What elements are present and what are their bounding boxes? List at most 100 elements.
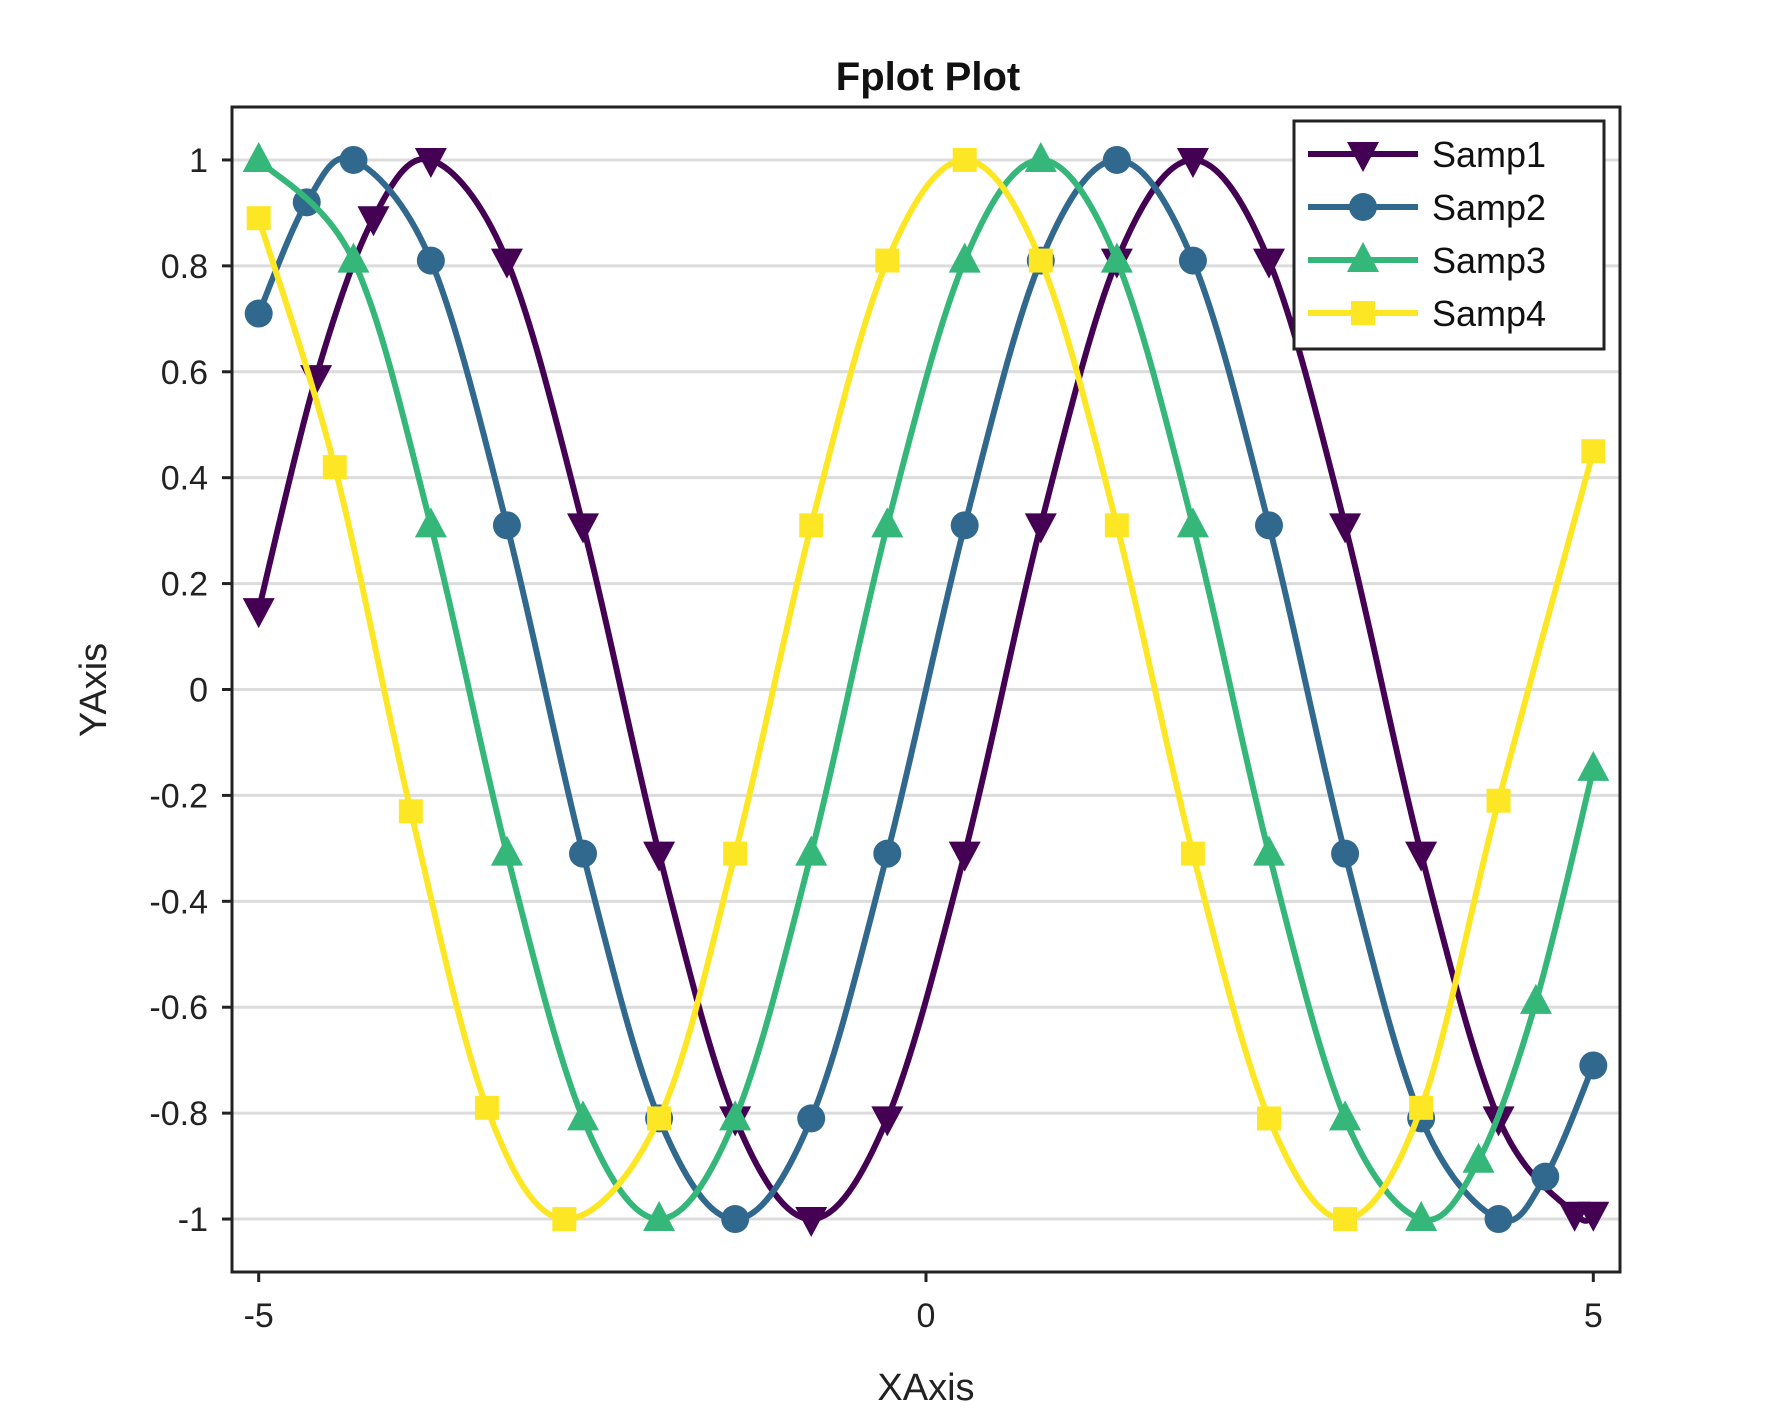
data-point [552, 1207, 577, 1232]
data-point [490, 248, 523, 279]
data-point [337, 242, 370, 273]
data-point [414, 147, 447, 178]
data-point [1100, 242, 1133, 273]
x-tick-label: 0 [917, 1297, 936, 1335]
legend-label: Samp2 [1432, 187, 1546, 228]
data-point [871, 1106, 904, 1137]
legend-label: Samp1 [1432, 134, 1546, 175]
y-tick-label: 0.2 [161, 566, 208, 604]
legend-item: Samp3 [1308, 240, 1546, 281]
data-point [474, 1095, 499, 1120]
y-tick-label: 0.6 [161, 354, 208, 392]
data-point [1329, 513, 1362, 544]
data-point [795, 835, 828, 866]
data-point [567, 1100, 600, 1131]
data-point [357, 206, 390, 237]
data-point [1333, 1207, 1358, 1232]
data-point [721, 1205, 750, 1234]
data-point [647, 1106, 672, 1131]
y-tick-label: -0.6 [149, 989, 208, 1027]
data-point [242, 598, 275, 629]
legend-marker [1347, 142, 1379, 172]
data-point [1024, 513, 1057, 544]
legend-item: Samp2 [1308, 187, 1546, 228]
data-point [1176, 507, 1209, 538]
legend-label: Samp3 [1432, 240, 1546, 281]
data-point [244, 299, 273, 328]
plot-series [242, 141, 1610, 1238]
data-point [1484, 1205, 1513, 1234]
data-point [871, 507, 904, 538]
data-point [339, 145, 368, 174]
data-point [952, 147, 977, 172]
data-point [1409, 1095, 1434, 1120]
data-point [1024, 141, 1057, 172]
data-point [242, 141, 275, 172]
data-point [643, 841, 676, 872]
data-point [1486, 788, 1511, 813]
data-point [1176, 147, 1209, 178]
legend-item: Samp1 [1308, 134, 1546, 175]
legend: Samp1 Samp2 Samp3 Samp4 [1292, 119, 1606, 351]
legend-marker [1349, 193, 1377, 221]
data-point [398, 799, 423, 824]
data-point [875, 248, 900, 273]
data-point [1519, 983, 1552, 1014]
legend-marker [1347, 242, 1379, 272]
data-point [948, 841, 981, 872]
legend-marker [1351, 301, 1375, 325]
data-point [1462, 1142, 1495, 1173]
data-point [569, 839, 598, 868]
y-tick-label: -0.2 [149, 777, 208, 815]
y-tick-label: -1 [178, 1201, 208, 1239]
data-point [1178, 246, 1207, 275]
x-axis-ticks: -5 0 5 [244, 1272, 1603, 1335]
data-point [492, 511, 521, 540]
series-line [255, 156, 1597, 1223]
data-point [1102, 145, 1131, 174]
data-point [1180, 841, 1205, 866]
data-point [948, 242, 981, 273]
data-point [873, 839, 902, 868]
y-tick-label: 0 [189, 672, 208, 710]
data-point [797, 1104, 826, 1133]
y-axis-title: YAxis [73, 643, 115, 737]
data-point [723, 841, 748, 866]
y-tick-label: 0.8 [161, 248, 208, 286]
series-line [255, 155, 1597, 1224]
data-point [1252, 248, 1285, 279]
data-point [1405, 841, 1438, 872]
series-line [255, 156, 1597, 1224]
data-point [1256, 1106, 1281, 1131]
y-tick-label: 1 [189, 142, 208, 180]
series-Samp1 [242, 147, 1610, 1238]
y-tick-label: -0.4 [149, 883, 208, 921]
data-point [1579, 1051, 1608, 1080]
data-point [1028, 248, 1053, 273]
data-point [1577, 750, 1610, 781]
data-point [1581, 439, 1606, 464]
data-point [719, 1100, 752, 1131]
data-point [490, 835, 523, 866]
series-line [255, 155, 1597, 1224]
data-point [799, 513, 824, 538]
data-point [1577, 1201, 1610, 1232]
data-point [1252, 835, 1285, 866]
data-point [643, 1201, 676, 1232]
data-point [1331, 839, 1360, 868]
y-tick-label: -0.8 [149, 1095, 208, 1133]
data-point [950, 511, 979, 540]
series-Samp3 [242, 141, 1610, 1232]
data-point [795, 1207, 828, 1238]
y-axis-ticks: -1 -0.8 -0.6 -0.4 -0.2 0 0.2 0.4 0.6 0.8 1 [149, 142, 232, 1239]
series-Samp4 [246, 147, 1606, 1232]
x-tick-label: -5 [244, 1297, 274, 1335]
x-tick-label: 5 [1584, 1297, 1603, 1335]
data-point [416, 246, 445, 275]
y-tick-label: 0.4 [161, 460, 208, 498]
data-point [1329, 1100, 1362, 1131]
data-point [1531, 1162, 1560, 1191]
data-point [1104, 513, 1129, 538]
